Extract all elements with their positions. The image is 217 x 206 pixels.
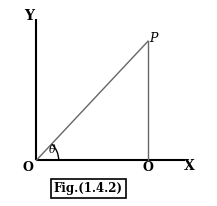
Text: θ: θ <box>49 145 55 155</box>
Text: X: X <box>184 159 195 173</box>
Text: O: O <box>22 161 33 174</box>
Text: P: P <box>150 32 158 45</box>
Text: O: O <box>143 161 153 174</box>
Text: Y: Y <box>24 9 34 23</box>
Text: Fig.(1.4.2): Fig.(1.4.2) <box>54 182 123 195</box>
